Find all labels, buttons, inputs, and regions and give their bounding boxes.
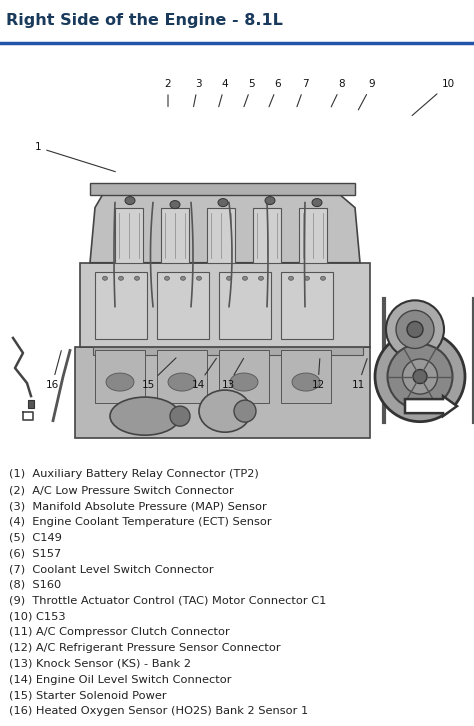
Text: (14) Engine Oil Level Switch Connector: (14) Engine Oil Level Switch Connector: [9, 674, 232, 685]
Bar: [75, 347, 370, 439]
Text: (7)  Coolant Level Switch Connector: (7) Coolant Level Switch Connector: [9, 564, 214, 574]
Text: 8: 8: [331, 79, 346, 107]
Ellipse shape: [125, 197, 135, 205]
Ellipse shape: [407, 322, 423, 338]
Ellipse shape: [234, 400, 256, 422]
Text: 3: 3: [193, 79, 201, 107]
Ellipse shape: [402, 359, 438, 394]
Text: 6: 6: [269, 79, 281, 107]
Text: (2)  A/C Low Pressure Switch Connector: (2) A/C Low Pressure Switch Connector: [9, 485, 234, 495]
Text: (12) A/C Refrigerant Pressure Sensor Connector: (12) A/C Refrigerant Pressure Sensor Con…: [9, 643, 281, 653]
Ellipse shape: [199, 390, 251, 432]
Text: 11: 11: [351, 359, 367, 390]
Ellipse shape: [312, 199, 322, 207]
Ellipse shape: [164, 277, 170, 280]
Text: 12: 12: [311, 359, 325, 390]
Ellipse shape: [197, 277, 201, 280]
Polygon shape: [28, 400, 34, 408]
Text: 16: 16: [46, 351, 61, 390]
Text: 15: 15: [141, 358, 176, 390]
Bar: [253, 208, 281, 263]
Text: 4: 4: [219, 79, 228, 107]
Text: 2: 2: [164, 79, 171, 107]
Bar: [219, 351, 269, 403]
Ellipse shape: [265, 197, 275, 205]
Ellipse shape: [170, 406, 190, 426]
Ellipse shape: [243, 277, 247, 280]
Bar: [93, 347, 363, 355]
Ellipse shape: [102, 277, 108, 280]
Bar: [207, 208, 235, 263]
Ellipse shape: [135, 277, 139, 280]
Bar: [157, 351, 207, 403]
Text: (11) A/C Compressor Clutch Connector: (11) A/C Compressor Clutch Connector: [9, 627, 230, 637]
Ellipse shape: [258, 277, 264, 280]
Ellipse shape: [375, 331, 465, 422]
Ellipse shape: [168, 373, 196, 391]
Ellipse shape: [227, 277, 231, 280]
Bar: [90, 182, 355, 195]
Bar: [219, 272, 271, 339]
Text: 14: 14: [191, 358, 217, 390]
FancyArrow shape: [405, 396, 457, 416]
Ellipse shape: [292, 373, 320, 391]
Text: (5)  C149: (5) C149: [9, 533, 62, 542]
Text: 10: 10: [412, 79, 455, 115]
Bar: [95, 272, 147, 339]
Text: 7: 7: [297, 79, 308, 107]
Ellipse shape: [320, 277, 326, 280]
Text: (15) Starter Solenoid Power: (15) Starter Solenoid Power: [9, 690, 167, 701]
Ellipse shape: [386, 301, 444, 359]
Text: (8)  S160: (8) S160: [9, 580, 62, 590]
Ellipse shape: [388, 344, 453, 409]
Text: (16) Heated Oxygen Sensor (HO2S) Bank 2 Sensor 1: (16) Heated Oxygen Sensor (HO2S) Bank 2 …: [9, 706, 309, 717]
Bar: [281, 272, 333, 339]
Text: (6)  S157: (6) S157: [9, 548, 62, 558]
Ellipse shape: [181, 277, 185, 280]
Text: 9: 9: [358, 79, 375, 110]
Ellipse shape: [170, 200, 180, 208]
Bar: [80, 263, 370, 347]
Text: (1)  Auxiliary Battery Relay Connector (TP2): (1) Auxiliary Battery Relay Connector (T…: [9, 470, 259, 479]
Polygon shape: [90, 190, 360, 263]
Text: (10) C153: (10) C153: [9, 611, 66, 621]
Text: Right Side of the Engine - 8.1L: Right Side of the Engine - 8.1L: [6, 13, 283, 28]
Ellipse shape: [413, 370, 427, 383]
Bar: [115, 208, 143, 263]
Bar: [299, 208, 327, 263]
Text: 1: 1: [35, 142, 115, 171]
Ellipse shape: [118, 277, 124, 280]
Ellipse shape: [304, 277, 310, 280]
Text: 5: 5: [244, 79, 255, 107]
Ellipse shape: [289, 277, 293, 280]
Text: (9)  Throttle Actuator Control (TAC) Motor Connector C1: (9) Throttle Actuator Control (TAC) Moto…: [9, 596, 327, 605]
Bar: [95, 351, 145, 403]
Bar: [157, 272, 209, 339]
Ellipse shape: [230, 373, 258, 391]
Text: (4)  Engine Coolant Temperature (ECT) Sensor: (4) Engine Coolant Temperature (ECT) Sen…: [9, 517, 272, 527]
Text: (13) Knock Sensor (KS) - Bank 2: (13) Knock Sensor (KS) - Bank 2: [9, 659, 191, 669]
Ellipse shape: [110, 397, 180, 435]
Bar: [281, 351, 331, 403]
Ellipse shape: [218, 199, 228, 207]
Ellipse shape: [106, 373, 134, 391]
Text: 13: 13: [221, 359, 244, 390]
Ellipse shape: [396, 311, 434, 348]
Text: (3)  Manifold Absolute Pressure (MAP) Sensor: (3) Manifold Absolute Pressure (MAP) Sen…: [9, 501, 267, 511]
Bar: [161, 208, 189, 263]
